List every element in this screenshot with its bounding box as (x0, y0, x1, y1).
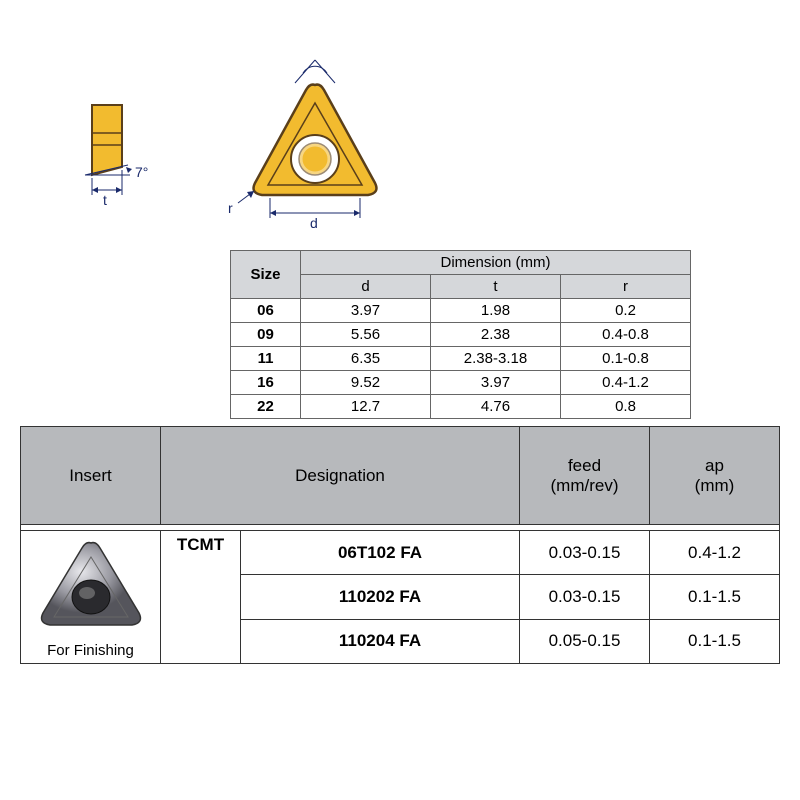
designation-code: 06T102 FA (241, 531, 520, 575)
ap-value: 0.1-1.5 (650, 619, 780, 663)
r-header: r (561, 275, 691, 299)
insert-caption: For Finishing (29, 642, 152, 659)
feed-value: 0.03-0.15 (520, 575, 650, 619)
ap-value: 0.4-1.2 (650, 531, 780, 575)
d-header: d (301, 275, 431, 299)
insert-photo-icon (31, 535, 151, 635)
ap-value: 0.1-1.5 (650, 575, 780, 619)
dimension-header: Dimension (mm) (301, 251, 691, 275)
angle-7-label: 7° (135, 164, 148, 180)
technical-diagrams: 7° t 60° (80, 55, 420, 240)
designation-header: Designation (161, 427, 520, 525)
feed-value: 0.05-0.15 (520, 619, 650, 663)
side-view-diagram: 7° t (80, 95, 170, 215)
feed-value: 0.03-0.15 (520, 531, 650, 575)
table-row: 09 5.56 2.38 0.4-0.8 (231, 323, 691, 347)
t-label: t (103, 192, 107, 208)
table-row: 11 6.35 2.38-3.18 0.1-0.8 (231, 347, 691, 371)
insert-spec-table: Insert Designation feed (mm/rev) ap (mm) (20, 426, 780, 664)
ap-header: ap (mm) (650, 427, 780, 525)
table-row: 16 9.52 3.97 0.4-1.2 (231, 371, 691, 395)
feed-header: feed (mm/rev) (520, 427, 650, 525)
size-dimension-table: Size Dimension (mm) d t r 06 3.97 1.98 0… (230, 250, 691, 419)
designation-type: TCMT (161, 531, 241, 664)
r-label: r (228, 200, 233, 216)
table-row: 22 12.7 4.76 0.8 (231, 395, 691, 419)
table-row: 06 3.97 1.98 0.2 (231, 299, 691, 323)
angle-60-label: 60° (300, 55, 321, 56)
d-label: d (310, 215, 318, 231)
table-row: For Finishing TCMT 06T102 FA 0.03-0.15 0… (21, 531, 780, 575)
designation-code: 110204 FA (241, 619, 520, 663)
designation-code: 110202 FA (241, 575, 520, 619)
t-header: t (431, 275, 561, 299)
size-header: Size (231, 251, 301, 299)
insert-photo-cell: For Finishing (21, 531, 161, 664)
insert-header: Insert (21, 427, 161, 525)
top-view-diagram: 60° r d (220, 55, 400, 235)
